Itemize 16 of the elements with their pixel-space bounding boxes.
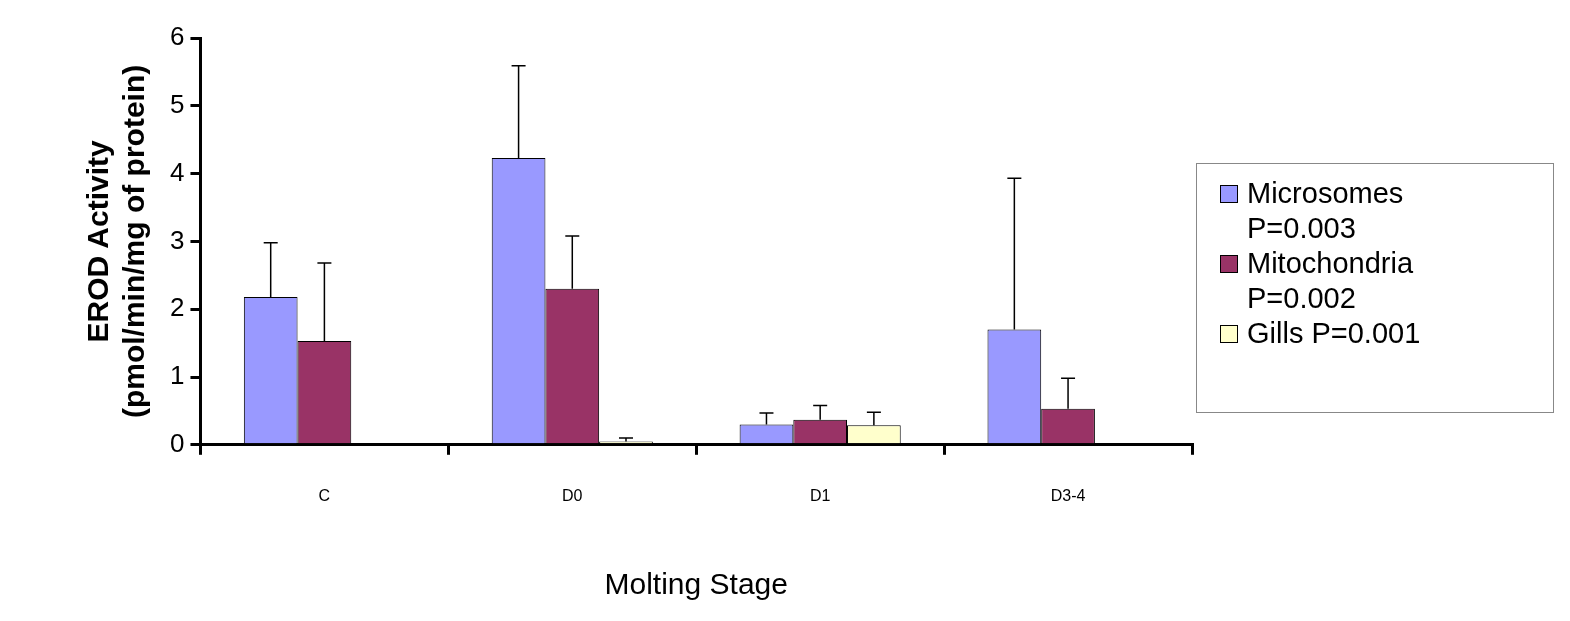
legend-label: Microsomes P=0.003 (1247, 177, 1404, 244)
x-tick-label: D0 (562, 486, 583, 504)
y-tick-label: 2 (169, 292, 185, 323)
y-tick-label: 5 (169, 88, 185, 119)
x-tick-label: C (318, 486, 331, 504)
y-tick-label: 6 (169, 21, 185, 52)
legend-label: Gills P=0.001 (1247, 317, 1421, 349)
y-tick-label: 1 (169, 360, 185, 391)
legend-label: Mitochondria P=0.002 (1247, 247, 1414, 314)
x-tick-label: D1 (809, 486, 831, 504)
x-tick-label: D3-4 (1050, 486, 1086, 504)
x-axis-title: Molting Stage (604, 567, 788, 601)
y-axis-title: EROD Activity (pmol/min/mg of protein) (81, 64, 151, 419)
y-tick-label: 0 (169, 427, 185, 458)
y-tick-label: 3 (169, 224, 185, 255)
y-tick-label: 4 (169, 156, 185, 187)
